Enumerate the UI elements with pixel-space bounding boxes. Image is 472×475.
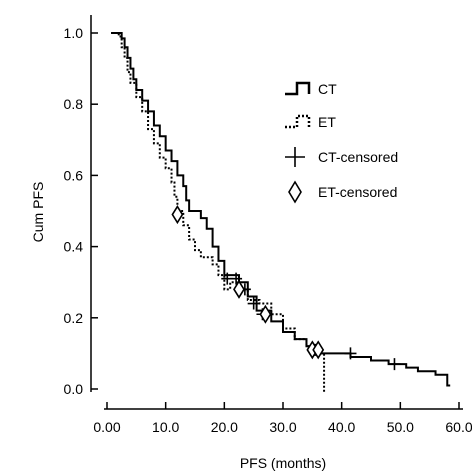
legend-plus-symbol	[285, 147, 305, 167]
legend-et-censored: ET-censored	[288, 180, 397, 204]
ct-censored-marker	[388, 358, 401, 371]
y-tick-label: 0.2	[64, 310, 84, 326]
y-tick-label: 0.8	[64, 96, 84, 112]
x-tick-label: 50.0	[387, 419, 414, 435]
legend-ct: CT	[285, 81, 337, 97]
y-tick-label: 1.0	[64, 25, 84, 41]
legend-diamond-symbol	[288, 180, 302, 204]
curves	[111, 32, 451, 393]
legend: CT ET CT-censored ET-censored	[285, 81, 398, 204]
et-censored-marker	[312, 340, 325, 360]
legend-ct-censored: CT-censored	[285, 147, 398, 167]
legend-et: ET	[285, 114, 336, 130]
series-ct-line	[111, 32, 451, 387]
x-tick-label: 10.0	[152, 419, 179, 435]
x-tick-label: 20.0	[211, 419, 238, 435]
y-tick-label: 0.4	[64, 239, 84, 255]
ct-censored-marker	[344, 347, 357, 360]
series-et-line	[111, 32, 326, 393]
et-censored-marker	[259, 304, 272, 324]
ct-censored-marker	[247, 297, 260, 310]
x-axis-title: PFS (months)	[240, 455, 326, 471]
x-tick-label: 40.0	[328, 419, 355, 435]
y-tick-label: 0.0	[64, 381, 84, 397]
legend-et-symbol	[285, 114, 311, 129]
censor-markers	[171, 205, 401, 371]
legend-label: ET	[318, 114, 336, 130]
x-tick-label: 30.0	[269, 419, 296, 435]
legend-label: ET-censored	[318, 184, 397, 200]
x-tick-label: 0.00	[93, 419, 120, 435]
y-axis-title: Cum PFS	[30, 182, 46, 243]
et-censored-marker	[233, 279, 245, 299]
axes: 0.0 0.2 0.4 0.6 0.8 1.0 0.00 10.0 20.0 30.0 40.0 50…	[64, 15, 472, 435]
legend-label: CT	[318, 81, 337, 97]
ct-censored-marker	[230, 272, 243, 285]
legend-ct-symbol	[285, 81, 311, 96]
legend-label: CT-censored	[318, 149, 398, 165]
y-tick-label: 0.6	[64, 167, 84, 183]
x-tick-label: 60.0	[445, 419, 472, 435]
et-censored-marker	[171, 205, 184, 225]
